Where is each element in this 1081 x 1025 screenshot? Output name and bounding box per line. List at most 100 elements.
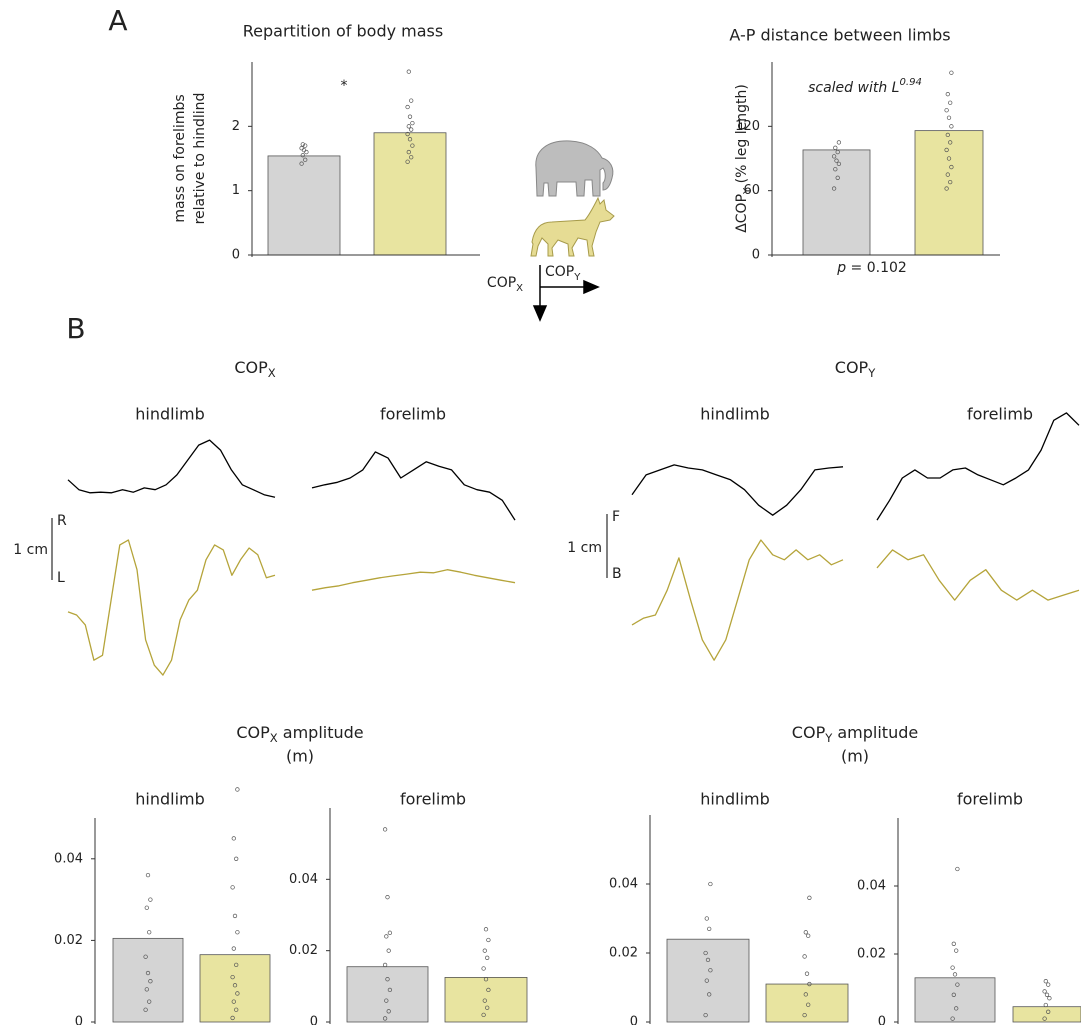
data-point	[806, 1002, 811, 1007]
text-part: X	[270, 731, 278, 745]
data-point	[952, 972, 958, 977]
chart-title: hindlimb	[135, 790, 205, 809]
scale-label: 1 cm	[13, 542, 48, 558]
data-point	[804, 971, 810, 976]
data-point	[387, 987, 393, 993]
data-point	[144, 905, 149, 910]
data-point	[145, 970, 151, 976]
trace	[631, 464, 844, 516]
data-point	[382, 962, 388, 968]
text-part: ΔCOP	[734, 194, 750, 233]
data-point	[386, 948, 391, 953]
text-part: COP	[487, 275, 516, 291]
data-point	[300, 142, 305, 147]
data-point	[407, 114, 413, 119]
chart-title: hindlimb	[135, 405, 205, 424]
data-point	[946, 115, 952, 120]
data-point	[144, 987, 149, 992]
chart-title: forelimb	[957, 790, 1023, 809]
data-point	[835, 149, 840, 155]
data-point	[230, 885, 235, 890]
text-part: COP	[236, 723, 270, 742]
bar	[914, 130, 984, 256]
trace	[631, 539, 844, 661]
dog-icon	[530, 196, 615, 257]
trace	[876, 549, 1080, 601]
data-point	[145, 872, 151, 878]
y-tick-label: 0	[310, 1015, 318, 1025]
bar	[666, 938, 750, 1023]
data-point	[481, 966, 486, 971]
chart-title: Repartition of body mass	[243, 22, 443, 41]
data-point	[946, 156, 952, 161]
text-part: COP	[835, 358, 869, 377]
data-point	[704, 978, 709, 983]
panel-label: B	[66, 312, 85, 345]
y-axis-label: mass on forelimbs	[172, 94, 188, 222]
data-point	[147, 930, 152, 935]
bar	[112, 937, 184, 1023]
data-point	[803, 992, 808, 997]
annotation: scaled with L0.94	[808, 77, 922, 96]
text-part: COP	[234, 358, 268, 377]
y-tick-label: 0.02	[289, 943, 318, 958]
data-point	[802, 954, 807, 959]
significance: *	[341, 78, 348, 94]
data-point	[1044, 992, 1050, 997]
y-tick-label: 0.02	[54, 933, 83, 948]
data-point	[955, 866, 960, 872]
data-point	[703, 950, 708, 956]
data-point	[301, 147, 307, 153]
data-point	[949, 70, 954, 75]
data-point	[300, 153, 305, 158]
data-point	[410, 143, 415, 148]
data-point	[951, 992, 956, 997]
y-tick-label: 0.04	[857, 879, 886, 894]
data-point	[803, 930, 808, 935]
data-point	[485, 955, 490, 960]
chart-title: hindlimb	[700, 790, 770, 809]
bar	[1012, 1006, 1081, 1023]
trace	[876, 412, 1080, 521]
data-point	[482, 998, 487, 1003]
data-point	[707, 992, 712, 997]
data-point	[807, 981, 812, 987]
data-point	[1047, 996, 1052, 1001]
chart-title: forelimb	[967, 405, 1033, 424]
data-point	[303, 157, 308, 162]
data-point	[485, 1005, 490, 1010]
text-part: Y	[867, 366, 876, 380]
data-point	[944, 186, 949, 191]
data-point	[833, 145, 838, 150]
trace	[311, 569, 516, 591]
text-part: COP	[545, 264, 574, 280]
panel-label: A	[108, 4, 127, 37]
data-point	[231, 836, 236, 841]
group-title: COPY	[835, 358, 876, 380]
text-part: X	[268, 366, 276, 380]
y-tick-label: 0	[75, 1015, 83, 1025]
group-title: (m)	[841, 747, 869, 766]
data-point	[299, 146, 304, 151]
data-point	[944, 108, 949, 113]
scale-label: R	[57, 513, 67, 529]
data-point	[407, 137, 413, 142]
data-point	[944, 147, 949, 153]
group-title: COPX amplitude	[236, 723, 363, 745]
data-point	[234, 962, 239, 968]
data-point	[486, 937, 491, 943]
bar	[444, 977, 528, 1023]
group-title: (m)	[286, 747, 314, 766]
axis-label: COPY	[545, 264, 581, 283]
data-point	[1042, 989, 1047, 994]
text-part: = 0.102	[846, 260, 907, 276]
data-point	[955, 982, 960, 987]
data-point	[948, 140, 953, 145]
data-point	[950, 1016, 955, 1021]
text-part: p	[836, 260, 846, 276]
data-point	[949, 164, 954, 170]
data-point	[384, 998, 389, 1003]
trace	[67, 539, 276, 676]
y-tick-label: 0.04	[609, 877, 638, 892]
